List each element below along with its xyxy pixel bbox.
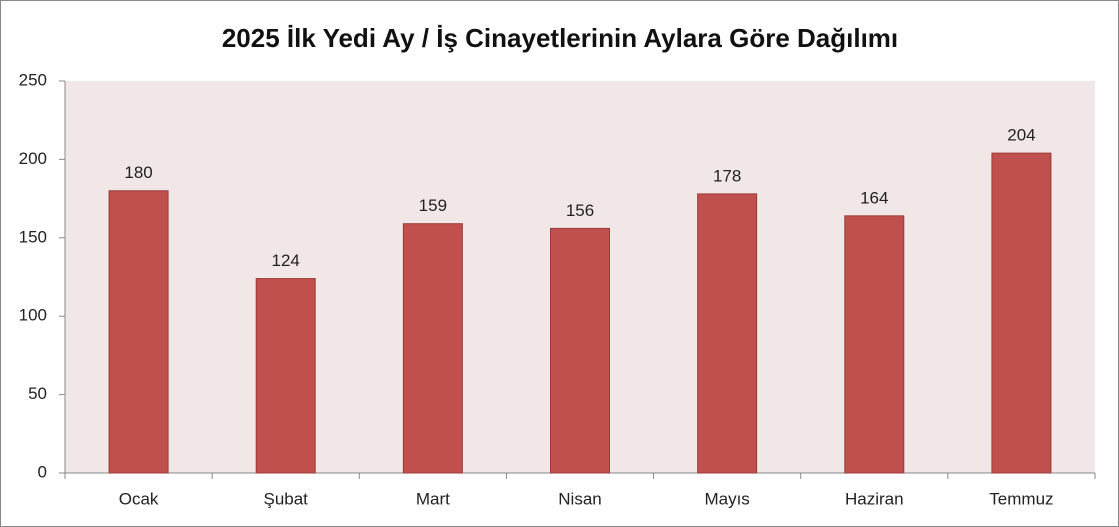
chart-title: 2025 İlk Yedi Ay / İş Cinayetlerinin Ayl… [222,23,898,53]
bar [255,278,316,474]
x-tick-label: Temmuz [989,489,1053,508]
y-tick-label: 0 [38,462,47,481]
x-tick-label: Haziran [845,489,904,508]
y-tick-label: 200 [19,149,47,168]
data-label: 159 [419,196,447,215]
data-label: 180 [124,163,152,182]
x-tick-label: Mayıs [704,489,749,508]
data-label: 124 [272,251,300,270]
x-tick-label: Şubat [263,489,308,508]
data-label: 156 [566,201,594,220]
y-tick-label: 100 [19,306,47,325]
bar [991,152,1052,474]
x-tick-label: Mart [416,489,450,508]
bar [108,190,169,474]
y-tick-label: 150 [19,227,47,246]
data-label: 178 [713,166,741,185]
bar [550,227,610,474]
bar [844,215,905,474]
bar [402,223,463,474]
bar [697,193,758,474]
y-tick-label: 50 [28,384,47,403]
data-label: 204 [1007,126,1035,145]
y-tick-label: 250 [19,70,47,89]
x-tick-label: Nisan [558,489,601,508]
x-tick-label: Ocak [119,489,159,508]
data-label: 164 [860,188,888,207]
